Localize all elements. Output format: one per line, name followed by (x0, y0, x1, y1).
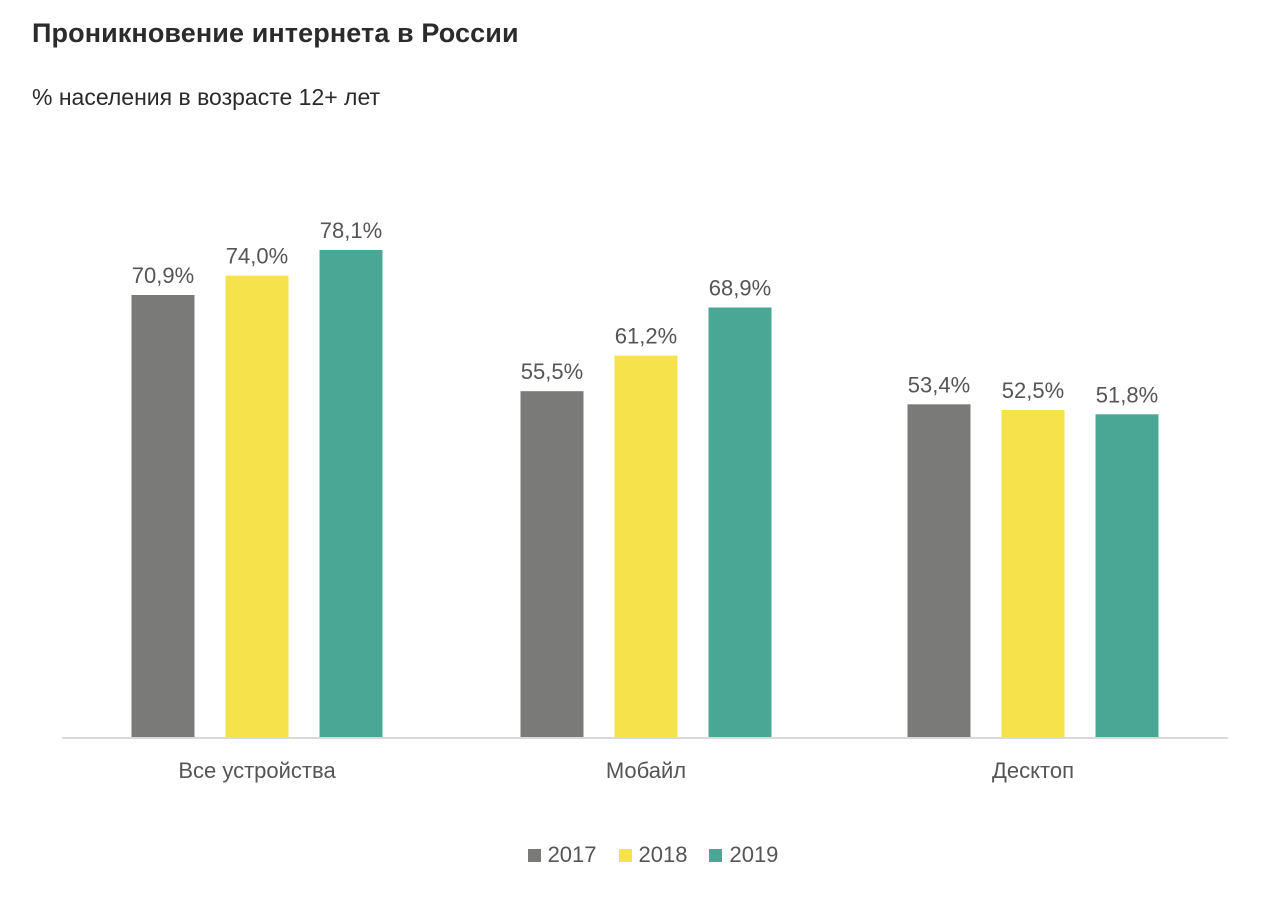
data-labels-layer: 70,9% 74,0% 78,1% 55,5% 61,2% 68,9% 53,4% 52,5%… (132, 218, 1158, 407)
bar-2017-2 (907, 404, 971, 738)
category-labels-layer: Все устройства Мобайл Десктоп (178, 758, 1074, 783)
data-label-2018-1: 61,2% (615, 324, 677, 349)
legend-item-2018: 2018 (618, 842, 688, 868)
data-label-2018-0: 74,0% (226, 244, 288, 269)
bar-2017-0 (131, 295, 195, 738)
bar-2018-2 (1001, 410, 1065, 738)
data-label-2017-1: 55,5% (521, 359, 583, 384)
legend-label-2017: 2017 (547, 842, 597, 867)
chart-subtitle: % населения в возрасте 12+ лет (32, 84, 381, 110)
category-label-1: Мобайл (606, 758, 686, 783)
bar-2017-1 (520, 391, 584, 738)
category-label-2: Десктоп (992, 758, 1074, 783)
legend-swatch-2018 (618, 848, 632, 862)
data-label-2019-1: 68,9% (709, 276, 771, 301)
bar-2019-2 (1095, 414, 1159, 738)
legend-item-2017: 2017 (527, 842, 597, 868)
data-label-2017-2: 53,4% (908, 372, 970, 397)
legend-swatch-2019 (709, 848, 723, 862)
legend-label-2019: 2019 (729, 842, 779, 867)
legend-swatch-2017 (527, 848, 541, 862)
data-label-2017-0: 70,9% (132, 263, 194, 288)
bars-layer (131, 250, 1159, 738)
legend-item-2019: 2019 (709, 842, 778, 868)
bar-2019-1 (708, 307, 772, 738)
legend-label-2018: 2018 (638, 842, 688, 867)
data-label-2019-0: 78,1% (320, 218, 382, 243)
bar-2018-1 (614, 355, 678, 738)
legend: 2017 2018 2019 (0, 842, 1280, 868)
data-label-2019-2: 51,8% (1096, 382, 1158, 407)
data-label-2018-2: 52,5% (1002, 378, 1064, 403)
chart-title: Проникновение интернета в России (32, 18, 519, 48)
category-label-0: Все устройства (178, 758, 336, 783)
bar-2019-0 (319, 250, 383, 738)
bar-2018-0 (225, 275, 289, 738)
